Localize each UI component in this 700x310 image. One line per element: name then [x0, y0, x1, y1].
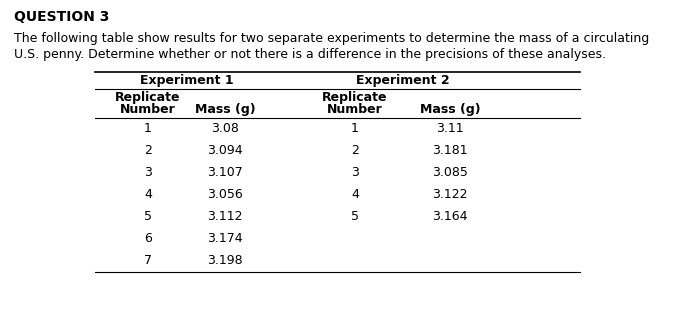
- Text: Replicate: Replicate: [116, 91, 181, 104]
- Text: Number: Number: [327, 103, 383, 116]
- Text: The following table show results for two separate experiments to determine the m: The following table show results for two…: [14, 32, 650, 45]
- Text: 3.112: 3.112: [207, 210, 243, 223]
- Text: Mass (g): Mass (g): [420, 103, 480, 116]
- Text: 3.164: 3.164: [433, 210, 468, 223]
- Text: 3: 3: [144, 166, 152, 179]
- Text: 3.181: 3.181: [432, 144, 468, 157]
- Text: 1: 1: [144, 122, 152, 135]
- Text: 3.122: 3.122: [433, 188, 468, 201]
- Text: 3.107: 3.107: [207, 166, 243, 179]
- Text: 4: 4: [351, 188, 359, 201]
- Text: 3.198: 3.198: [207, 254, 243, 267]
- Text: 5: 5: [144, 210, 152, 223]
- Text: Experiment 2: Experiment 2: [356, 74, 449, 87]
- Text: 5: 5: [351, 210, 359, 223]
- Text: QUESTION 3: QUESTION 3: [14, 10, 109, 24]
- Text: 3.174: 3.174: [207, 232, 243, 245]
- Text: 2: 2: [351, 144, 359, 157]
- Text: 4: 4: [144, 188, 152, 201]
- Text: Replicate: Replicate: [322, 91, 388, 104]
- Text: 3: 3: [351, 166, 359, 179]
- Text: 3.056: 3.056: [207, 188, 243, 201]
- Text: 3.11: 3.11: [436, 122, 464, 135]
- Text: Mass (g): Mass (g): [195, 103, 256, 116]
- Text: 6: 6: [144, 232, 152, 245]
- Text: 3.085: 3.085: [432, 166, 468, 179]
- Text: U.S. penny. Determine whether or not there is a difference in the precisions of : U.S. penny. Determine whether or not the…: [14, 48, 606, 61]
- Text: 3.08: 3.08: [211, 122, 239, 135]
- Text: 3.094: 3.094: [207, 144, 243, 157]
- Text: 7: 7: [144, 254, 152, 267]
- Text: Experiment 1: Experiment 1: [140, 74, 233, 87]
- Text: Number: Number: [120, 103, 176, 116]
- Text: 1: 1: [351, 122, 359, 135]
- Text: 2: 2: [144, 144, 152, 157]
